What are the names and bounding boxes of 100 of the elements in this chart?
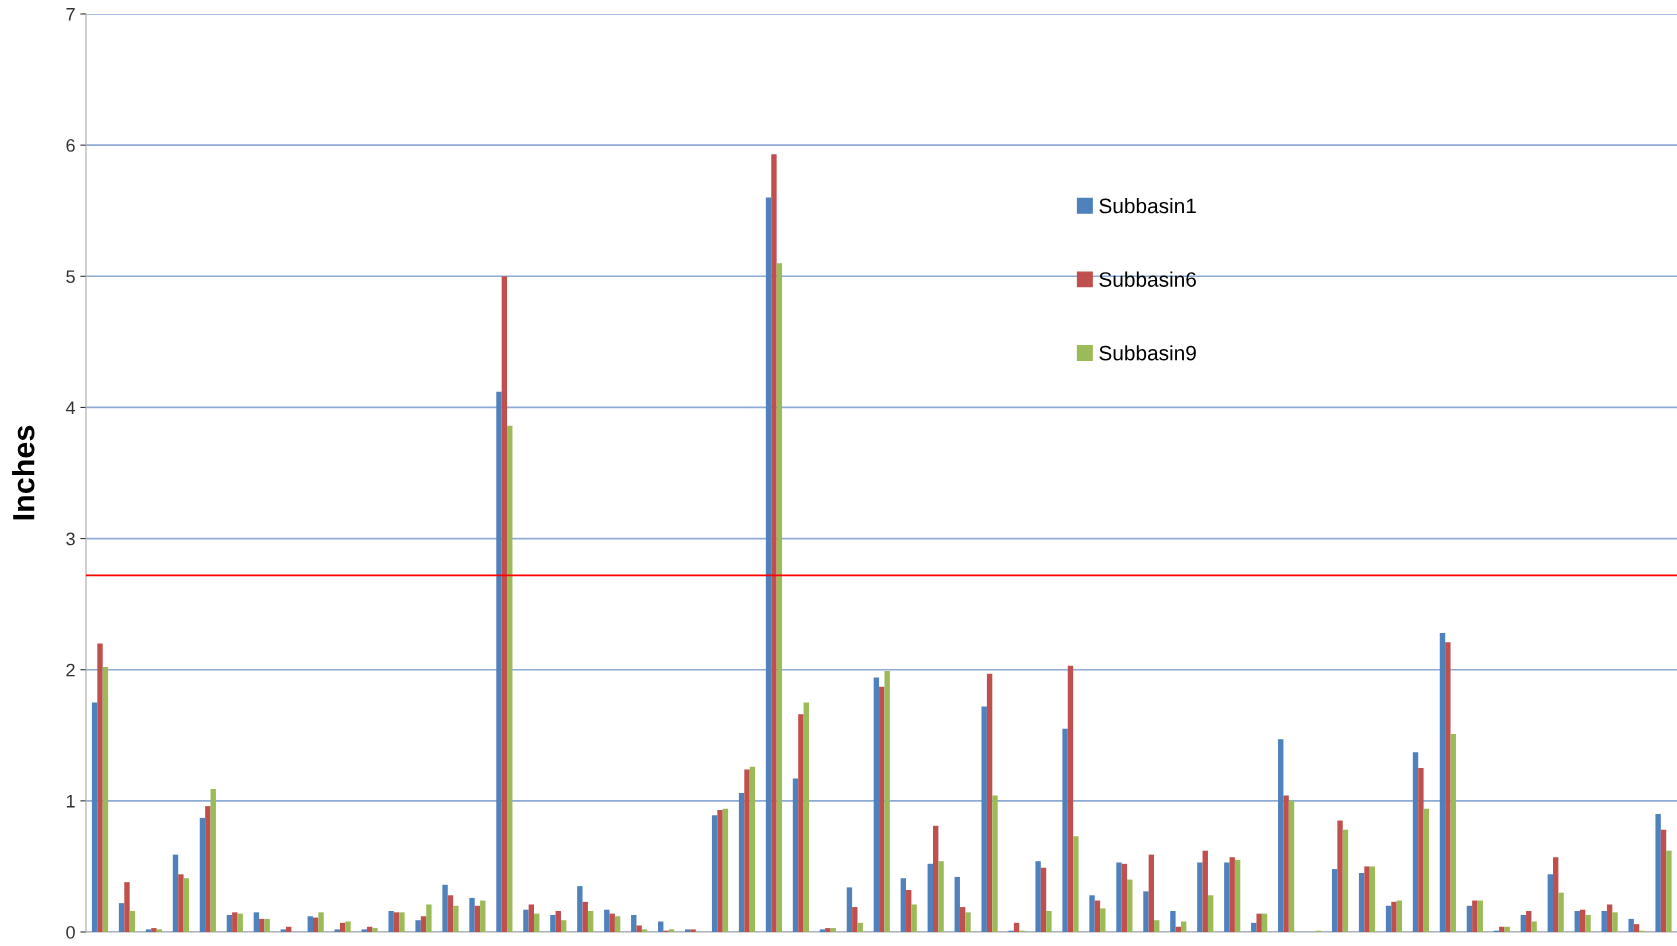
bar [965, 912, 971, 932]
bar [307, 916, 313, 932]
legend-label: Subbasin9 [1099, 345, 1196, 361]
bar [798, 714, 804, 932]
bar [528, 904, 535, 932]
bar [1224, 862, 1230, 932]
bar [954, 876, 960, 932]
bar [1073, 836, 1079, 932]
bar [1666, 850, 1672, 932]
bar [480, 900, 486, 932]
bar [765, 197, 772, 932]
bar [97, 643, 103, 932]
bar [1358, 872, 1365, 932]
bar [388, 911, 394, 932]
bar [1062, 728, 1068, 932]
bar [690, 929, 696, 932]
bar [614, 916, 621, 932]
bar [156, 929, 163, 932]
y-tick-label: 2 [66, 663, 75, 677]
bar [118, 903, 125, 932]
bar [1035, 861, 1041, 932]
bar [1601, 911, 1607, 932]
bar [447, 895, 454, 932]
bar [959, 907, 966, 932]
bar [927, 863, 933, 932]
bar [1331, 869, 1338, 932]
bar [1207, 895, 1214, 932]
bar [1154, 920, 1160, 932]
bar [1143, 891, 1149, 932]
bar [1477, 900, 1483, 932]
bar [1046, 911, 1052, 932]
bar [496, 391, 502, 932]
bar [226, 914, 233, 932]
bar [636, 925, 642, 932]
bar [560, 920, 567, 932]
bar [1342, 829, 1349, 932]
bar [900, 878, 907, 932]
bar [151, 928, 157, 932]
bar [361, 929, 367, 932]
bar [1197, 862, 1203, 932]
bar [1251, 922, 1257, 932]
bar [318, 912, 324, 932]
bar [906, 890, 912, 932]
bar [981, 706, 987, 932]
bar [1170, 911, 1176, 932]
bar [205, 806, 211, 932]
bar [507, 425, 513, 932]
bar [469, 897, 475, 932]
bar [415, 920, 421, 932]
bar [280, 929, 287, 932]
bar [582, 901, 588, 932]
bar [722, 808, 729, 932]
bar [738, 792, 745, 932]
bar [474, 905, 481, 932]
bar [1531, 921, 1537, 932]
bar [210, 789, 216, 932]
bar [938, 861, 944, 932]
bar [992, 795, 998, 932]
bar [145, 929, 152, 932]
bar [711, 815, 718, 932]
bar [453, 905, 459, 932]
bar [1385, 905, 1392, 932]
bar [604, 909, 610, 932]
bar [232, 912, 238, 932]
bar [426, 904, 432, 932]
bar [91, 702, 98, 932]
bar [399, 912, 405, 932]
bar [986, 673, 993, 932]
bar [339, 922, 346, 932]
y-tick-label: 0 [66, 925, 75, 939]
bar [1526, 911, 1532, 932]
bar [684, 929, 691, 932]
bar [846, 887, 853, 932]
bar [555, 911, 561, 932]
bar [183, 878, 189, 932]
bar [631, 914, 637, 932]
bar [1655, 813, 1661, 932]
bar [744, 769, 750, 932]
bar [1633, 924, 1640, 932]
bar [1423, 808, 1429, 932]
bar [1612, 912, 1618, 932]
bar [668, 929, 675, 932]
bar [1283, 795, 1289, 932]
bar [1094, 900, 1101, 932]
bar [1466, 905, 1473, 932]
bar [884, 671, 890, 932]
bar [776, 263, 783, 932]
bar [1504, 926, 1510, 932]
bar [1100, 908, 1106, 932]
bar [577, 886, 583, 932]
y-tick-label: 6 [66, 139, 75, 152]
bar [1337, 820, 1343, 932]
bar [1067, 665, 1074, 932]
legend-label: Subbasin6 [1099, 271, 1196, 287]
bar [259, 918, 265, 932]
bar [1127, 879, 1133, 932]
bar [1229, 857, 1235, 932]
bar [393, 912, 400, 932]
bar [1256, 913, 1262, 932]
bar [420, 916, 427, 932]
